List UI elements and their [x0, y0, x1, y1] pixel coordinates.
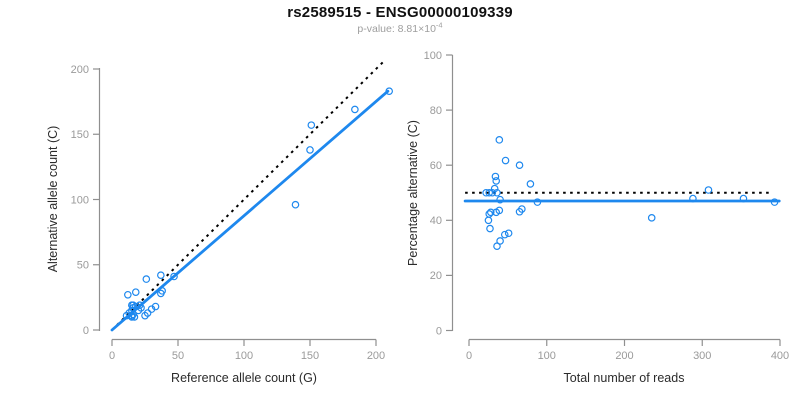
- y-axis-tick-label: 100: [71, 194, 89, 206]
- data-point: [689, 194, 697, 203]
- x-axis-tick-label: 300: [693, 350, 711, 362]
- data-point: [130, 313, 139, 321]
- x-axis-tick-label: 200: [367, 350, 385, 362]
- data-point: [131, 288, 140, 296]
- data-point: [484, 216, 493, 225]
- left-scatter-plot: 0 50 100 150 200 0 50 100 150 200 Reference allele…: [46, 59, 394, 385]
- p-value-exponent: -4: [435, 20, 443, 30]
- y-axis-tick-label: 80: [430, 105, 442, 117]
- data-point: [134, 306, 143, 315]
- data-point: [493, 188, 501, 197]
- data-point: [526, 180, 535, 188]
- y-axis-tick-label: 150: [71, 129, 89, 141]
- data-point: [492, 208, 501, 217]
- data-point: [151, 302, 160, 311]
- data-point: [496, 237, 504, 245]
- data-point: [500, 230, 509, 239]
- y-axis-tick-label: 40: [430, 215, 442, 227]
- x-axis-tick-label: 100: [235, 350, 253, 362]
- data-point: [486, 224, 494, 233]
- y-axis-tick-label: 60: [430, 160, 442, 172]
- data-point: [647, 214, 656, 222]
- data-point: [143, 309, 152, 317]
- data-point: [170, 272, 178, 281]
- y-axis-tick-label: 0: [436, 325, 442, 337]
- data-point: [515, 161, 524, 170]
- y-axis-tick-label: 20: [430, 270, 442, 282]
- x-axis-tick-label: 200: [615, 350, 633, 362]
- data-point: [492, 177, 501, 185]
- y-axis-tick-label: 0: [83, 325, 89, 337]
- data-point: [739, 194, 748, 203]
- x-axis-tick-label: 100: [538, 350, 556, 362]
- data-point: [485, 210, 494, 218]
- y-axis-tick-label: 100: [424, 50, 442, 62]
- regression-line: [110, 89, 390, 332]
- x-axis-tick-label: 150: [301, 350, 319, 362]
- data-point: [385, 87, 394, 95]
- right-scatter-plot: 0 100 200 300 400 0 20 40 60 80 100 Total number of…: [406, 50, 789, 385]
- data-point: [704, 186, 713, 194]
- x-axis-tick-label: 0: [466, 350, 472, 362]
- data-point: [533, 198, 542, 206]
- data-point: [488, 188, 497, 197]
- x-axis-title: Total number of reads: [564, 371, 685, 385]
- data-point: [486, 208, 495, 217]
- data-point: [291, 200, 300, 209]
- data-point: [158, 287, 166, 295]
- plot-title: rs2589515 - ENSG00000109339: [287, 4, 513, 21]
- data-point: [490, 184, 499, 193]
- data-point: [501, 156, 510, 165]
- data-point: [485, 188, 494, 197]
- data-point: [351, 105, 359, 114]
- p-value-subtitle: p-value: 8.81×10-4: [0, 20, 800, 35]
- data-point: [157, 271, 165, 279]
- data-point: [491, 172, 500, 181]
- y-axis-tick-label: 200: [71, 64, 89, 76]
- x-axis-tick-label: 50: [172, 350, 184, 362]
- p-value-text: p-value: 8.81×10: [357, 23, 436, 35]
- data-point: [518, 205, 526, 213]
- identity-line: [111, 59, 386, 331]
- data-point: [306, 146, 314, 154]
- data-point: [307, 121, 316, 129]
- data-point: [770, 198, 779, 206]
- x-axis-tick-label: 0: [109, 350, 115, 362]
- data-point: [496, 195, 504, 204]
- y-axis-title: Percentage alternative (C): [406, 120, 420, 266]
- x-axis-title: Reference allele count (G): [171, 371, 317, 385]
- data-point: [504, 229, 513, 238]
- data-point: [124, 290, 132, 299]
- y-axis-tick-label: 50: [77, 260, 89, 272]
- y-axis-title: Alternative allele count (C): [46, 126, 60, 273]
- data-point: [128, 313, 136, 321]
- data-point: [495, 136, 504, 144]
- data-point: [142, 275, 151, 283]
- x-axis-tick-label: 400: [771, 350, 789, 362]
